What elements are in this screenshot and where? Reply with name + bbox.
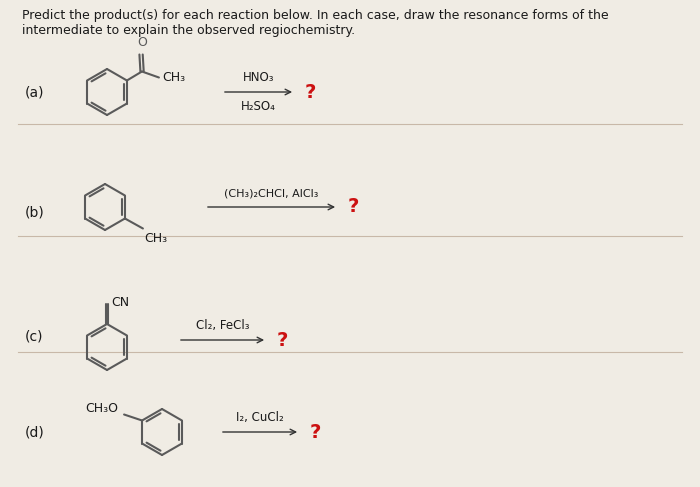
Text: CN: CN <box>111 296 129 308</box>
Text: O: O <box>137 37 148 50</box>
Text: CH₃: CH₃ <box>144 232 167 245</box>
Text: (CH₃)₂CHCI, AlCl₃: (CH₃)₂CHCI, AlCl₃ <box>224 189 318 199</box>
Text: CH₃: CH₃ <box>162 71 185 84</box>
Text: ?: ? <box>310 423 321 442</box>
Text: I₂, CuCl₂: I₂, CuCl₂ <box>236 411 284 424</box>
Text: ?: ? <box>277 331 288 350</box>
Text: (d): (d) <box>25 425 45 439</box>
Text: ?: ? <box>305 82 316 101</box>
Text: intermediate to explain the observed regiochemistry.: intermediate to explain the observed reg… <box>22 24 355 37</box>
Text: (c): (c) <box>25 330 43 344</box>
Text: HNO₃: HNO₃ <box>243 71 274 84</box>
Text: (b): (b) <box>25 205 45 219</box>
Text: Cl₂, FeCl₃: Cl₂, FeCl₃ <box>196 319 249 332</box>
Text: ?: ? <box>348 198 359 217</box>
Text: (a): (a) <box>25 85 45 99</box>
Text: CH₃O: CH₃O <box>85 402 118 415</box>
Text: H₂SO₄: H₂SO₄ <box>241 100 276 113</box>
Text: Predict the product(s) for each reaction below. In each case, draw the resonance: Predict the product(s) for each reaction… <box>22 9 608 22</box>
